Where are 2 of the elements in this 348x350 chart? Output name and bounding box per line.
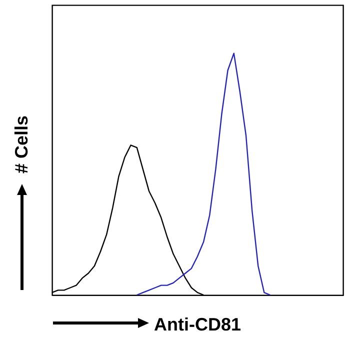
x-axis-title: Anti-CD81 — [154, 314, 242, 334]
y-axis-title: # Cells — [12, 115, 32, 174]
